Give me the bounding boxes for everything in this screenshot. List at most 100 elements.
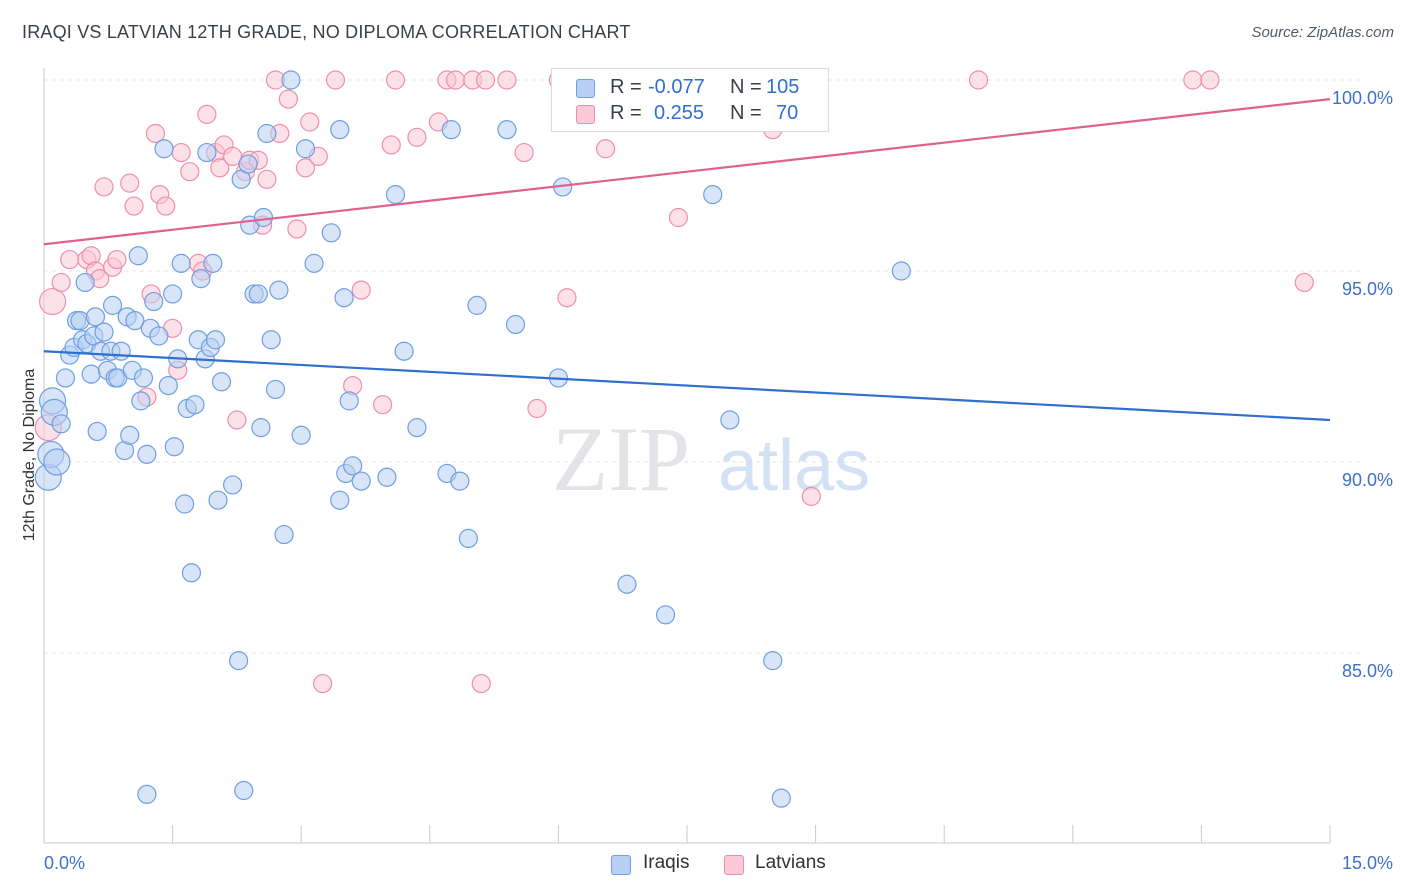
tick-labels: 100.0% 95.0% 90.0% 85.0% 0.0% 15.0% <box>44 88 1393 873</box>
y-tick-label: 85.0% <box>1342 661 1393 681</box>
latvians-n-value: 70 <box>776 102 799 124</box>
y-axis-label: 12th Grade, No Diploma <box>21 368 38 542</box>
iraqis-point <box>269 280 289 300</box>
iraqis-point <box>330 490 350 510</box>
latvians-point <box>595 139 616 159</box>
latvians-point <box>180 162 200 182</box>
iraqis-point <box>281 70 301 90</box>
iraqis-point <box>248 284 268 304</box>
iraqis-point <box>211 372 232 392</box>
latvians-point <box>313 673 333 694</box>
iraqis-point <box>43 448 71 476</box>
iraqis-point <box>407 418 427 438</box>
iraqis-point <box>703 185 723 205</box>
iraqis-point <box>51 414 71 434</box>
iraqis-point <box>171 253 191 273</box>
latvians-point <box>60 249 80 270</box>
iraqis-point <box>394 341 414 361</box>
iraqis-point <box>94 322 114 342</box>
y-tick-label: 95.0% <box>1342 279 1393 299</box>
latvians-point <box>51 272 71 293</box>
watermark-atlas: atlas <box>718 426 870 506</box>
latvians-point <box>668 207 689 228</box>
iraqis-point <box>137 784 157 804</box>
latvians-point <box>287 219 307 239</box>
iraqis-legend-label: Iraqis <box>643 852 690 873</box>
latvians-point <box>385 70 406 90</box>
latvians-point <box>801 486 821 506</box>
watermark-zip: ZIP <box>552 408 690 510</box>
iraqis-r-value: -0.077 <box>648 76 705 98</box>
iraqis-legend-swatch <box>611 855 631 875</box>
iraqis-point <box>197 142 217 163</box>
iraqis-point <box>343 456 363 476</box>
iraqis-point <box>330 120 350 140</box>
iraqis-point <box>223 475 243 495</box>
iraqis-point <box>137 444 157 464</box>
iraqis-point <box>458 528 478 549</box>
iraqis-swatch <box>576 79 595 98</box>
iraqis-point <box>75 272 95 293</box>
latvians-point <box>278 89 298 109</box>
iraqis-point <box>334 288 354 308</box>
iraqis-point <box>377 467 397 487</box>
latvians-point <box>257 169 277 189</box>
iraqis-point <box>234 780 254 801</box>
watermark: ZIP atlas <box>552 408 870 510</box>
iraqis-trend-line <box>43 350 1331 422</box>
latvians-legend-label: Latvians <box>755 852 826 873</box>
iraqis-point <box>154 139 174 159</box>
latvians-point <box>471 673 491 694</box>
iraqis-point <box>131 391 151 411</box>
iraqis-point <box>81 364 101 384</box>
iraqis-point <box>261 330 281 350</box>
latvians-point <box>527 398 547 419</box>
source-credit: Source: ZipAtlas.com <box>1251 24 1394 41</box>
latvians-trend-line <box>43 98 1331 246</box>
latvians-point <box>475 70 496 90</box>
latvians-point <box>1294 272 1314 293</box>
iraqis-point <box>295 139 316 159</box>
iraqis-point <box>144 291 164 312</box>
iraqis-point <box>164 437 184 457</box>
iraqis-point <box>257 123 277 144</box>
iraqis-point <box>891 261 911 281</box>
latvians-point <box>300 112 320 132</box>
legend-row-latvians: R = 0.255 N = 70 <box>552 101 828 127</box>
latvians-point <box>381 135 401 155</box>
latvians-points <box>34 70 1314 694</box>
iraqis-point <box>175 494 195 514</box>
latvians-point <box>227 410 247 430</box>
iraqis-point <box>450 471 470 491</box>
iraqis-point <box>467 295 487 315</box>
x-tick-label-min: 0.0% <box>44 853 85 873</box>
latvians-point <box>968 70 989 90</box>
trend-lines <box>43 98 1331 422</box>
iraqis-point <box>265 379 286 400</box>
iraqis-point <box>441 120 461 140</box>
iraqis-point <box>191 269 211 289</box>
iraqis-point <box>87 421 107 442</box>
iraqis-point <box>158 376 178 396</box>
iraqis-point <box>163 284 183 304</box>
latvians-r-value: 0.255 <box>654 102 705 124</box>
iraqis-point <box>149 326 169 346</box>
iraqis-point <box>351 471 371 491</box>
latvians-point <box>107 249 127 270</box>
iraqis-point <box>339 391 359 411</box>
latvians-legend-swatch <box>724 855 744 875</box>
latvians-point <box>407 127 427 147</box>
iraqis-point <box>617 574 637 594</box>
y-tick-label: 90.0% <box>1342 470 1393 490</box>
iraqis-point <box>125 311 145 331</box>
iraqis-point <box>205 330 226 350</box>
latvians-point <box>497 70 517 90</box>
latvians-point <box>94 177 114 197</box>
iraqis-point <box>720 410 740 430</box>
iraqis-point <box>771 788 791 808</box>
chart-title: IRAQI VS LATVIAN 12TH GRADE, NO DIPLOMA … <box>22 22 631 42</box>
iraqis-n-value: 105 <box>766 76 800 98</box>
iraqis-point <box>128 246 148 266</box>
latvians-swatch <box>576 105 595 124</box>
